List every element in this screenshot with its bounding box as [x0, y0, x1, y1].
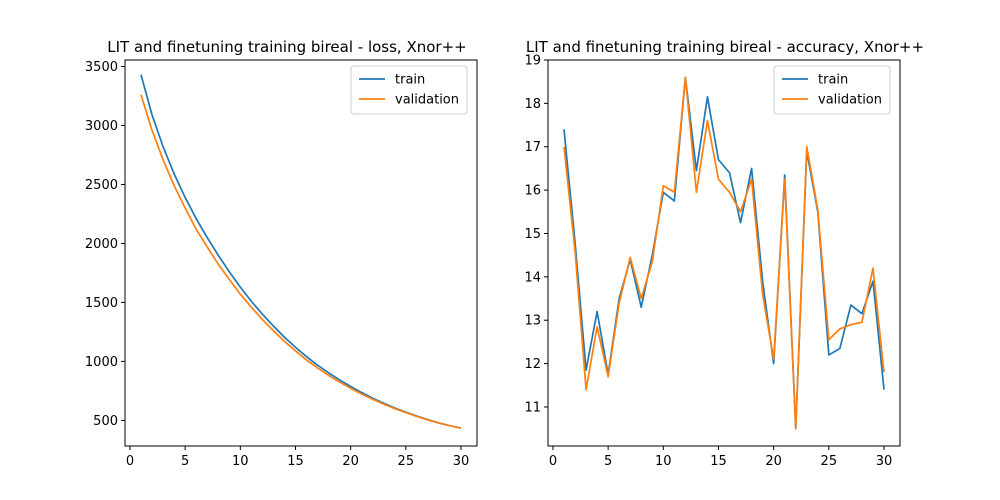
x-tick-label: 15: [710, 454, 727, 469]
series-line-train: [140, 74, 462, 429]
y-tick-label: 12: [524, 357, 541, 372]
x-tick-label: 0: [549, 454, 557, 469]
y-tick-label: 13: [524, 314, 541, 329]
x-tick-label: 20: [342, 454, 359, 469]
plot-area: [124, 59, 478, 447]
legend-box: [350, 65, 468, 115]
legend: train validation: [350, 65, 468, 115]
series-line-validation: [140, 94, 462, 430]
y-tick-label: 18: [524, 97, 541, 112]
y-tick-label: 2500: [85, 178, 118, 193]
x-tick-label: 5: [181, 454, 189, 469]
y-tick-label: 500: [93, 414, 118, 429]
x-tick-label: 15: [287, 454, 304, 469]
y-tick-label: 19: [524, 54, 541, 69]
x-tick-label: 10: [655, 454, 672, 469]
series-line-validation: [563, 76, 885, 430]
legend-label-validation: validation: [395, 93, 459, 108]
legend-label-validation: validation: [818, 93, 882, 108]
x-tick-label: 30: [453, 454, 470, 469]
plot-area: [547, 59, 901, 447]
y-tick-label: 17: [524, 140, 541, 155]
legend-label-train: train: [395, 73, 425, 88]
y-tick-label: 3500: [85, 60, 118, 75]
x-tick-label: 25: [398, 454, 415, 469]
legend-box: [773, 65, 891, 115]
loss-chart: LIT and finetuning training bireal - los…: [85, 38, 478, 469]
legend-label-train: train: [818, 73, 848, 88]
y-tick-label: 11: [524, 400, 541, 415]
y-tick-label: 1000: [85, 355, 118, 370]
y-tick-label: 3000: [85, 119, 118, 134]
x-tick-label: 10: [232, 454, 249, 469]
y-tick-label: 14: [524, 270, 541, 285]
x-tick-label: 5: [604, 454, 612, 469]
x-tick-label: 0: [126, 454, 134, 469]
series-line-train: [563, 76, 885, 430]
y-tick-label: 15: [524, 227, 541, 242]
accuracy-chart: LIT and finetuning training bireal - acc…: [524, 38, 924, 469]
x-tick-label: 20: [765, 454, 782, 469]
x-tick-label: 30: [876, 454, 893, 469]
chart-title: LIT and finetuning training bireal - acc…: [526, 38, 924, 56]
y-tick-label: 1500: [85, 296, 118, 311]
chart-title: LIT and finetuning training bireal - los…: [107, 38, 466, 56]
y-tick-label: 16: [524, 184, 541, 199]
x-tick-label: 25: [821, 454, 838, 469]
legend: train validation: [773, 65, 891, 115]
y-tick-label: 2000: [85, 237, 118, 252]
